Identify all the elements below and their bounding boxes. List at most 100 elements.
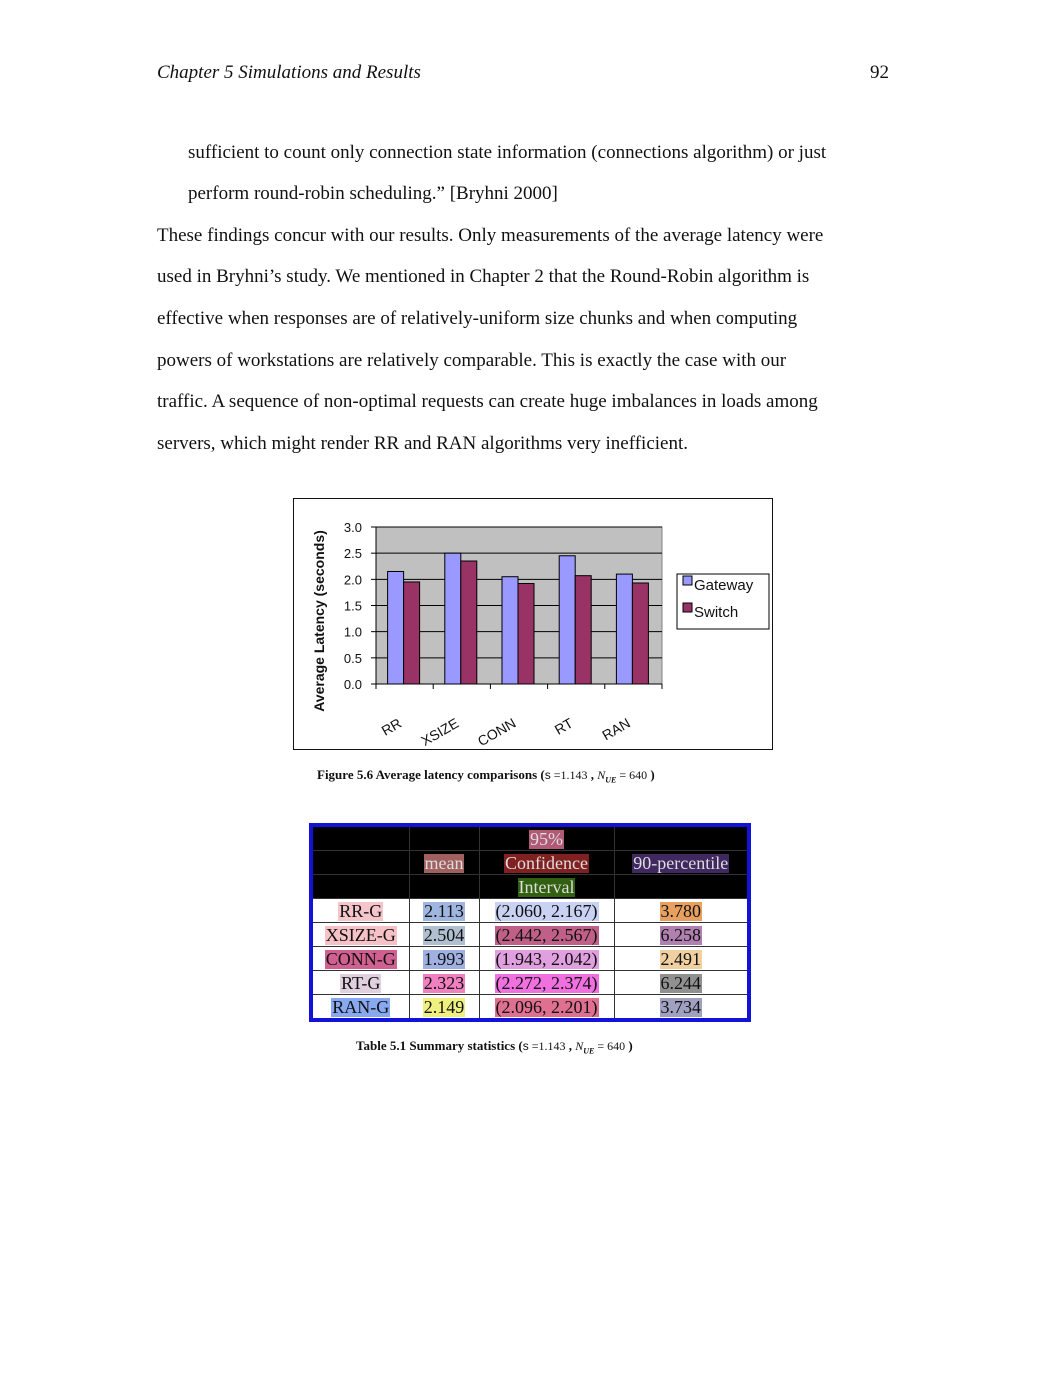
bar-gateway: [501, 576, 519, 685]
mean-cell: 2.323: [408, 970, 480, 995]
body-line: These findings concur with our results. …: [157, 225, 824, 246]
percentile-value: 3.780: [659, 900, 702, 921]
bar-gateway: [558, 555, 576, 685]
table-row: CONN-G 1.993 (1.943, 2.042) 2.491: [310, 946, 750, 971]
header-cell: [310, 874, 410, 899]
table-header-row: Interval: [310, 874, 750, 899]
percentile-cell: 3.780: [613, 898, 750, 923]
mean-value: 2.323: [422, 972, 466, 993]
body-line: servers, which might render RR and RAN a…: [157, 433, 688, 454]
table-row: XSIZE-G 2.504 (2.442, 2.567) 6.258: [310, 922, 750, 947]
quote-line: sufficient to count only connection stat…: [188, 142, 827, 163]
bar-gateway: [387, 570, 405, 685]
bar-switch: [403, 581, 421, 685]
ci-cell: (2.442, 2.567): [478, 922, 615, 947]
header-percentile: 90-percentile: [632, 852, 730, 873]
x-tick-label: XSIZE: [418, 715, 461, 749]
bar-switch: [517, 583, 535, 685]
ci-value: (2.096, 2.201): [494, 996, 599, 1017]
bars: [387, 552, 649, 685]
n-symbol: N: [575, 1039, 584, 1053]
running-header: Chapter 5 Simulations and Results: [157, 62, 421, 83]
ci-value: (1.943, 2.042): [494, 948, 599, 969]
n-value: = 640: [594, 1039, 626, 1053]
header-cell: [408, 874, 480, 899]
header-cell: [310, 824, 410, 851]
y-tick-label: 0.5: [344, 651, 362, 666]
caption-sep: ,: [587, 767, 598, 782]
table-header-row: 95%: [310, 824, 750, 851]
quote-line: perform round-robin scheduling.” [Bryhni…: [188, 183, 558, 204]
ci-cell: (2.096, 2.201): [478, 994, 615, 1021]
n-subscript: UE: [605, 775, 617, 785]
y-tick-label: 3.0: [344, 520, 362, 535]
legend-label: Gateway: [694, 577, 754, 594]
y-tick-label: 2.0: [344, 572, 362, 587]
row-name-value: RR-G: [338, 900, 384, 921]
mean-cell: 2.149: [408, 994, 480, 1021]
mean-value: 2.504: [422, 924, 466, 945]
ci-cell: (1.943, 2.042): [478, 946, 615, 971]
percentile-value: 2.491: [659, 948, 702, 969]
body-line: used in Bryhni’s study. We mentioned in …: [157, 266, 810, 287]
ci-cell: (2.272, 2.374): [478, 970, 615, 995]
y-axis-label: Average Latency (seconds): [311, 530, 327, 712]
header-cell: mean: [408, 850, 480, 875]
mean-cell: 2.113: [408, 898, 480, 923]
row-name-value: RT-G: [340, 972, 382, 993]
header-confidence: Confidence: [504, 852, 589, 873]
header-cell: [613, 874, 750, 899]
ci-value: (2.060, 2.167): [494, 900, 599, 921]
x-tick-label: RT: [552, 715, 576, 738]
header-cell: 90-percentile: [613, 850, 750, 875]
percentile-cell: 6.244: [613, 970, 750, 995]
mean-value: 1.993: [422, 948, 466, 969]
bar-gateway: [444, 552, 462, 685]
legend-box: [676, 573, 770, 630]
caption-close: ): [625, 1038, 633, 1053]
bar-switch: [460, 560, 478, 685]
sigma-symbol: s: [522, 1039, 529, 1053]
sigma-value: =1.143: [528, 1039, 566, 1053]
body-line: powers of workstations are relatively co…: [157, 350, 787, 371]
legend-swatch: [682, 575, 693, 586]
summary-table: 95% mean Confidence 90-percentile Interv…: [309, 823, 751, 1022]
header-mean: mean: [423, 852, 465, 873]
row-name-cell: XSIZE-G: [310, 922, 410, 947]
header-cell: 95%: [478, 824, 615, 851]
header-cell: Confidence: [478, 850, 615, 875]
header-interval: Interval: [517, 876, 576, 897]
header-cell: [613, 824, 750, 851]
table-row: RAN-G 2.149 (2.096, 2.201) 3.734: [310, 994, 750, 1021]
header-cell: Interval: [478, 874, 615, 899]
table-row: RT-G 2.323 (2.272, 2.374) 6.244: [310, 970, 750, 995]
x-tick-label: RR: [379, 715, 405, 739]
figure-caption: Figure 5.6 Average latency comparisons (…: [317, 767, 655, 785]
page-number: 92: [870, 62, 889, 83]
body-line: effective when responses are of relative…: [157, 308, 798, 329]
row-name-value: RAN-G: [331, 996, 391, 1017]
percentile-value: 3.734: [659, 996, 702, 1017]
table-header-row: mean Confidence 90-percentile: [310, 850, 750, 875]
row-name-cell: RT-G: [310, 970, 410, 995]
table-row: RR-G 2.113 (2.060, 2.167) 3.780: [310, 898, 750, 923]
row-name-cell: RAN-G: [310, 994, 410, 1021]
y-tick-label: 1.0: [344, 625, 362, 640]
x-tick-label: RAN: [599, 715, 633, 744]
header-95: 95%: [529, 828, 564, 849]
n-symbol: N: [597, 768, 606, 782]
n-subscript: UE: [583, 1046, 595, 1056]
y-tick-label: 1.5: [344, 599, 362, 614]
mean-cell: 1.993: [408, 946, 480, 971]
ci-cell: (2.060, 2.167): [478, 898, 615, 923]
legend-swatch: [682, 602, 693, 613]
legend-label: Switch: [694, 604, 738, 621]
latency-chart: 0.0 0.5 1.0 1.5 2.0 2.5 3.0 RR XSIZE CONN RT RAN Av…: [293, 498, 773, 750]
mean-value: 2.113: [423, 900, 465, 921]
n-value: = 640: [616, 768, 648, 782]
bar-gateway: [615, 573, 633, 685]
y-tick-label: 0.0: [344, 677, 362, 692]
row-name-cell: CONN-G: [310, 946, 410, 971]
figure-caption-label: Figure 5.6 Average latency comparisons (: [317, 767, 545, 782]
caption-close: ): [647, 767, 655, 782]
